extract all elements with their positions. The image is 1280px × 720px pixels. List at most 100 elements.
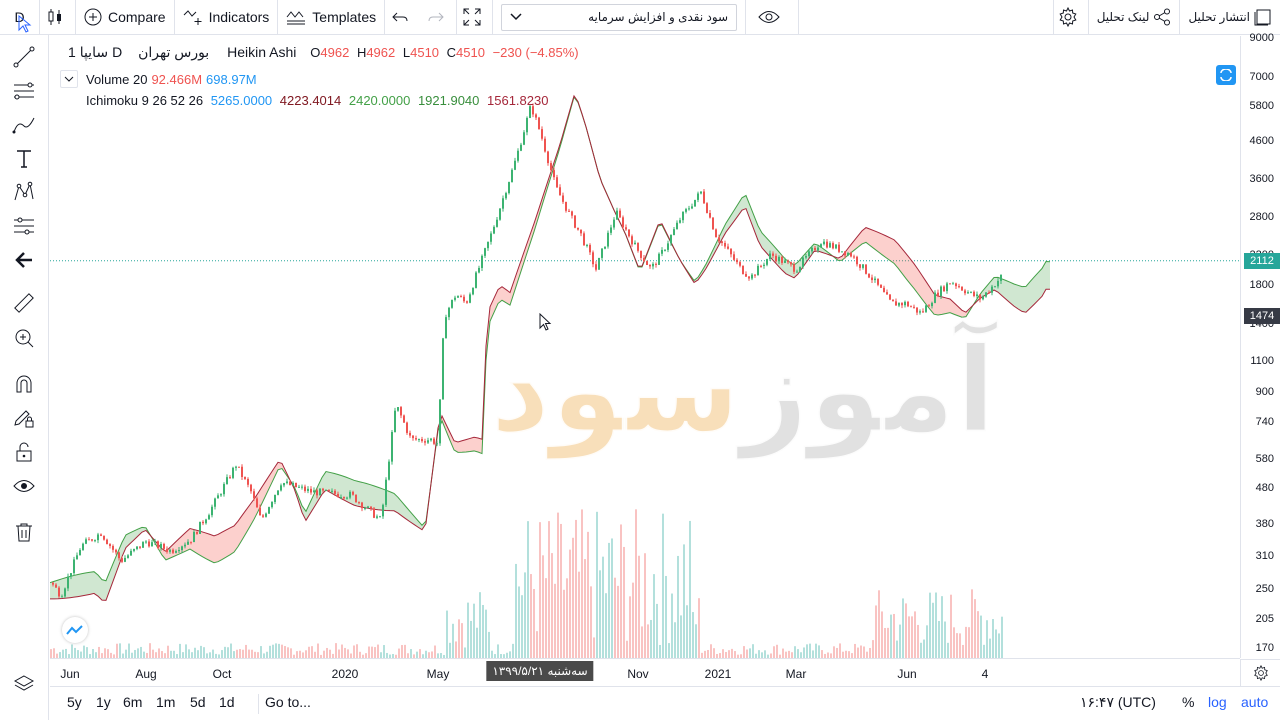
chart-canvas[interactable] — [50, 36, 1240, 658]
candle — [535, 114, 537, 118]
volume-bar — [158, 648, 160, 658]
volume-bar — [458, 619, 460, 658]
fullscreen-button[interactable] — [457, 0, 494, 35]
ichimoku-cloud-segment — [278, 462, 282, 470]
tradingview-logo[interactable] — [62, 617, 88, 643]
settings-button[interactable] — [1052, 0, 1089, 35]
ichimoku-cloud-segment — [222, 530, 226, 560]
volume-bar — [548, 521, 550, 658]
volume-bar — [467, 602, 469, 658]
price-tick: 7000 — [1249, 70, 1274, 83]
brush-tool[interactable] — [12, 113, 36, 137]
visibility-button[interactable] — [745, 0, 800, 35]
ichimoku-cloud-segment — [946, 297, 950, 314]
templates-button[interactable]: Templates — [278, 0, 386, 35]
range-button-5y[interactable]: 5y — [67, 694, 82, 710]
range-button-1d[interactable]: 1d — [219, 694, 235, 710]
zoom-tool[interactable] — [12, 326, 36, 350]
candle — [802, 257, 804, 267]
candle — [196, 531, 198, 534]
trendline-tool[interactable] — [12, 45, 36, 69]
candle — [856, 256, 858, 265]
volume-bar — [227, 647, 229, 658]
publish-button[interactable]: انتشار تحلیل — [1180, 0, 1280, 35]
percent-toggle[interactable]: % — [1182, 694, 1195, 710]
volume-bar — [761, 652, 763, 658]
volume-bar — [71, 644, 73, 658]
candle — [424, 441, 426, 443]
chart-pane[interactable]: آموزسود سایپا 1D بورس تهران Heikin Ashi … — [50, 36, 1240, 658]
volume-bar — [104, 648, 106, 658]
prediction-tool[interactable] — [12, 214, 36, 238]
collapse-legend-button[interactable] — [60, 70, 78, 88]
ichimoku-cloud-segment — [306, 502, 310, 521]
lock-drawing-tool[interactable] — [12, 406, 36, 430]
candle — [919, 311, 921, 313]
goto-button[interactable]: Go to... — [265, 694, 311, 710]
volume-bar — [884, 627, 886, 658]
legend-symbol[interactable]: سایپا — [79, 44, 109, 60]
redo-icon — [428, 12, 444, 22]
range-button-1m[interactable]: 1m — [156, 694, 176, 710]
text-tool[interactable] — [12, 147, 36, 171]
candle — [604, 246, 606, 249]
fib-tool[interactable] — [12, 79, 36, 103]
ruler-tool[interactable] — [12, 291, 36, 315]
candle — [925, 305, 927, 312]
clock[interactable]: ۱۶:۴۷ (UTC) — [1080, 694, 1156, 710]
candle — [724, 242, 726, 247]
ichimoku-cloud-segment — [1026, 281, 1030, 313]
volume-bar — [644, 553, 646, 658]
share-button[interactable]: لینک تحلیل — [1089, 0, 1181, 35]
hide-drawings-tool[interactable] — [12, 474, 36, 498]
price-axis[interactable]: 9000700058004600360028002200180014001100… — [1240, 32, 1280, 658]
compare-button[interactable]: Compare — [76, 0, 175, 35]
candle — [346, 497, 348, 499]
volume-bar — [323, 650, 325, 658]
undo-button[interactable] — [385, 0, 421, 35]
volume-bar — [878, 590, 880, 658]
remove-drawings-tool[interactable] — [12, 520, 36, 544]
back-tool[interactable] — [12, 248, 36, 272]
candle — [547, 151, 549, 164]
redo-button[interactable] — [421, 0, 458, 35]
candle — [907, 301, 909, 307]
volume-bar — [440, 653, 442, 658]
range-button-6m[interactable]: 6m — [123, 694, 143, 710]
range-button-1y[interactable]: 1y — [96, 694, 111, 710]
candle — [79, 549, 81, 556]
sync-button[interactable] — [1216, 65, 1236, 85]
ichimoku-cloud-segment — [950, 299, 954, 315]
indicators-label: Indicators — [208, 9, 270, 25]
volume-name[interactable]: Volume 20 — [86, 71, 148, 87]
ichimoku-cloud-segment — [754, 215, 758, 241]
log-toggle[interactable]: log — [1208, 694, 1227, 710]
volume-value2: 698.97M — [206, 71, 257, 87]
chart-type-button[interactable] — [40, 0, 76, 35]
range-button-5d[interactable]: 5d — [190, 694, 206, 710]
ichimoku-cloud-segment — [870, 229, 874, 249]
candle — [880, 284, 882, 288]
ichimoku-name[interactable]: Ichimoku 9 26 52 26 — [86, 93, 204, 108]
volume-bar — [554, 583, 556, 658]
candle — [706, 203, 708, 213]
axis-settings-button[interactable] — [1240, 659, 1280, 686]
time-tick: Nov — [627, 667, 649, 681]
volume-bar — [692, 612, 694, 658]
layout-selector[interactable]: سود نقدی و افزایش سرمایه — [501, 3, 738, 31]
indicators-button[interactable]: Indicators — [175, 0, 279, 35]
candle — [652, 263, 654, 267]
crosshair-price-label: 1474 — [1244, 308, 1280, 325]
ichimoku-cloud-segment — [142, 527, 146, 533]
time-axis[interactable]: 4 Jun Mar 2021 Nov May 2020 Oct Aug Jun سه‌شنبه ۱… — [50, 658, 1240, 686]
pattern-tool[interactable] — [12, 180, 36, 204]
auto-toggle[interactable]: auto — [1241, 694, 1269, 710]
cursor-tool[interactable] — [12, 12, 36, 36]
candle — [832, 243, 834, 249]
object-tree-tool[interactable] — [12, 672, 36, 696]
volume-bar — [875, 605, 877, 658]
magnet-tool[interactable] — [12, 372, 36, 396]
candle — [463, 296, 465, 302]
lock-all-tool[interactable] — [12, 440, 36, 464]
ichimoku-cloud-segment — [750, 205, 754, 230]
